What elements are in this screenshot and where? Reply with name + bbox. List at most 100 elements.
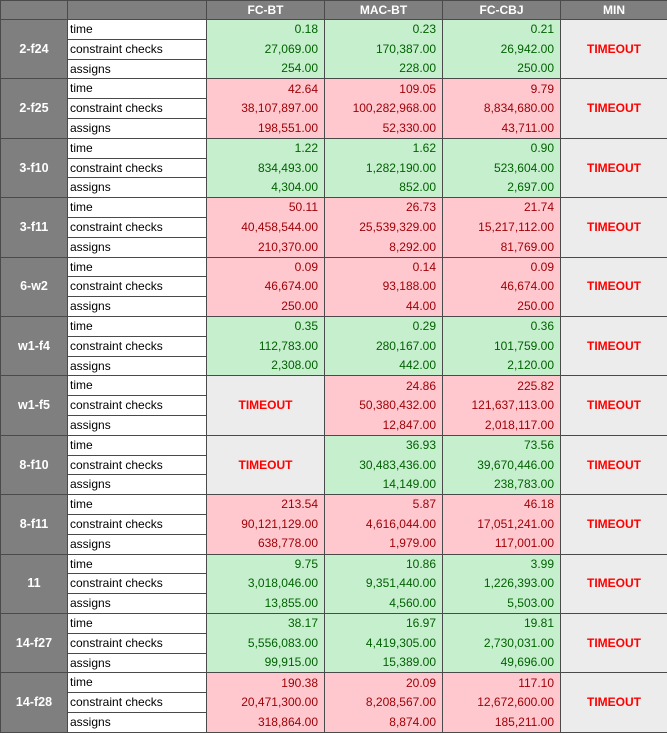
- metric-label: time: [67, 375, 207, 397]
- value-cell: 0.90: [442, 137, 561, 159]
- instance-label: 3-f10: [0, 137, 68, 199]
- header-metric: [67, 0, 207, 20]
- metric-label: constraint checks: [67, 513, 207, 535]
- value-cell: 19.81: [442, 612, 561, 634]
- value-cell: 38,107,897.00: [206, 98, 325, 119]
- value-cell: 1.22: [206, 137, 325, 159]
- header-min: MIN: [560, 0, 667, 20]
- metric-label: constraint checks: [67, 38, 207, 60]
- value-cell: 250.00: [442, 296, 561, 317]
- table-row: 2-f24 time 0.18 0.23 0.21 TIMEOUT: [0, 18, 667, 80]
- timeout-cell: TIMEOUT: [560, 553, 667, 614]
- value-cell: 198,551.00: [206, 118, 325, 139]
- value-cell: 3.99: [442, 553, 561, 574]
- value-cell: 228.00: [324, 59, 443, 80]
- value-cell: 10.86: [324, 553, 443, 574]
- metric-label: constraint checks: [67, 573, 207, 595]
- metric-label: constraint checks: [67, 454, 207, 476]
- table-row: assigns 318,864.00 8,874.00 185,211.00: [1, 711, 667, 733]
- timeout-cell: TIMEOUT: [560, 612, 667, 674]
- value-cell: 9,351,440.00: [324, 573, 443, 594]
- value-cell: 15,389.00: [324, 653, 443, 674]
- value-cell: 8,834,680.00: [442, 98, 561, 119]
- metric-label: time: [67, 256, 207, 278]
- value-cell: 73.56: [442, 434, 561, 456]
- metric-label: constraint checks: [67, 692, 207, 713]
- metric-label: time: [67, 78, 207, 100]
- timeout-cell: TIMEOUT: [206, 375, 325, 436]
- table-row: assigns 13,855.00 4,560.00 5,503.00: [1, 593, 667, 614]
- value-cell: 38.17: [206, 612, 325, 634]
- value-cell: 24.86: [324, 375, 443, 396]
- instance-label: 14-f27: [0, 612, 68, 674]
- table-row: constraint checks 5,556,083.00 4,419,305.0…: [1, 632, 667, 654]
- metric-label: constraint checks: [67, 157, 207, 179]
- value-cell: 46,674.00: [206, 276, 325, 297]
- timeout-cell: TIMEOUT: [560, 18, 667, 80]
- value-cell: 12,847.00: [324, 415, 443, 436]
- metric-label: time: [67, 553, 207, 575]
- value-cell: 12,672,600.00: [442, 692, 561, 713]
- value-cell: 46,674.00: [442, 276, 561, 297]
- table-row: constraint checks 38,107,897.00 100,282,96…: [1, 98, 667, 119]
- value-cell: 0.18: [206, 19, 325, 40]
- instance-label: 14-f28: [0, 672, 68, 733]
- timeout-cell: TIMEOUT: [560, 434, 667, 496]
- value-cell: 4,560.00: [324, 593, 443, 614]
- value-cell: 2,018,117.00: [442, 415, 561, 436]
- table-row: constraint checks 27,069.00 170,387.00 26,9…: [1, 38, 667, 60]
- value-cell: 4,419,305.00: [324, 633, 443, 653]
- table-row: 8-f10 time TIMEOUT 36.93 73.56 TIMEOUT: [0, 434, 667, 496]
- value-cell: 0.36: [442, 315, 561, 337]
- value-cell: 117.10: [442, 672, 561, 693]
- header-mac-bt: MAC-BT: [324, 0, 443, 20]
- value-cell: 50.11: [206, 197, 325, 218]
- table-row: constraint checks 46,674.00 93,188.00 46,67…: [1, 276, 667, 298]
- timeout-cell: TIMEOUT: [560, 256, 667, 317]
- metric-label: constraint checks: [67, 335, 207, 357]
- value-cell: 9.79: [442, 78, 561, 99]
- value-cell: 0.14: [324, 256, 443, 277]
- metric-label: constraint checks: [67, 395, 207, 416]
- value-cell: 25,539,329.00: [324, 217, 443, 238]
- metric-label: time: [67, 315, 207, 337]
- value-cell: 27,069.00: [206, 39, 325, 60]
- metric-label: assigns: [67, 236, 207, 258]
- metric-label: time: [67, 612, 207, 634]
- metric-label: time: [67, 19, 207, 40]
- value-cell: 254.00: [206, 59, 325, 80]
- value-cell: 2,697.00: [442, 177, 561, 199]
- table-row: assigns 4,304.00 852.00 2,697.00: [1, 177, 667, 199]
- metric-label: time: [67, 434, 207, 456]
- value-cell: 99,915.00: [206, 653, 325, 674]
- value-cell: 210,370.00: [206, 237, 325, 258]
- instance-label: w1-f4: [0, 315, 68, 377]
- timeout-cell: TIMEOUT: [560, 197, 667, 258]
- table-row: assigns 210,370.00 8,292.00 81,769.00: [1, 236, 667, 258]
- value-cell: 4,304.00: [206, 177, 325, 199]
- metric-label: constraint checks: [67, 98, 207, 119]
- timeout-cell: TIMEOUT: [560, 672, 667, 733]
- value-cell: 26,942.00: [442, 39, 561, 60]
- timeout-cell: TIMEOUT: [206, 434, 325, 496]
- timeout-cell: TIMEOUT: [560, 494, 667, 555]
- value-cell: 0.35: [206, 315, 325, 337]
- value-cell: 190.38: [206, 672, 325, 693]
- table-row: 11 time 9.75 10.86 3.99 TIMEOUT: [0, 553, 667, 614]
- value-cell: 101,759.00: [442, 336, 561, 357]
- value-cell: 44.00: [324, 296, 443, 317]
- instance-label: 8-f11: [0, 494, 68, 555]
- value-cell: 0.29: [324, 315, 443, 337]
- table-row: 6-w2 time 0.09 0.14 0.09 TIMEOUT: [0, 256, 667, 317]
- instance-label: 2-f25: [0, 78, 68, 139]
- value-cell: 43,711.00: [442, 118, 561, 139]
- value-cell: 185,211.00: [442, 712, 561, 733]
- value-cell: 250.00: [442, 59, 561, 80]
- table-row: assigns 99,915.00 15,389.00 49,696.00: [1, 652, 667, 674]
- value-cell: 40,458,544.00: [206, 217, 325, 238]
- value-cell: 112,783.00: [206, 336, 325, 357]
- value-cell: 52,330.00: [324, 118, 443, 139]
- metric-label: time: [67, 494, 207, 515]
- value-cell: 16.97: [324, 612, 443, 634]
- table-row: assigns 198,551.00 52,330.00 43,711.00: [1, 117, 667, 139]
